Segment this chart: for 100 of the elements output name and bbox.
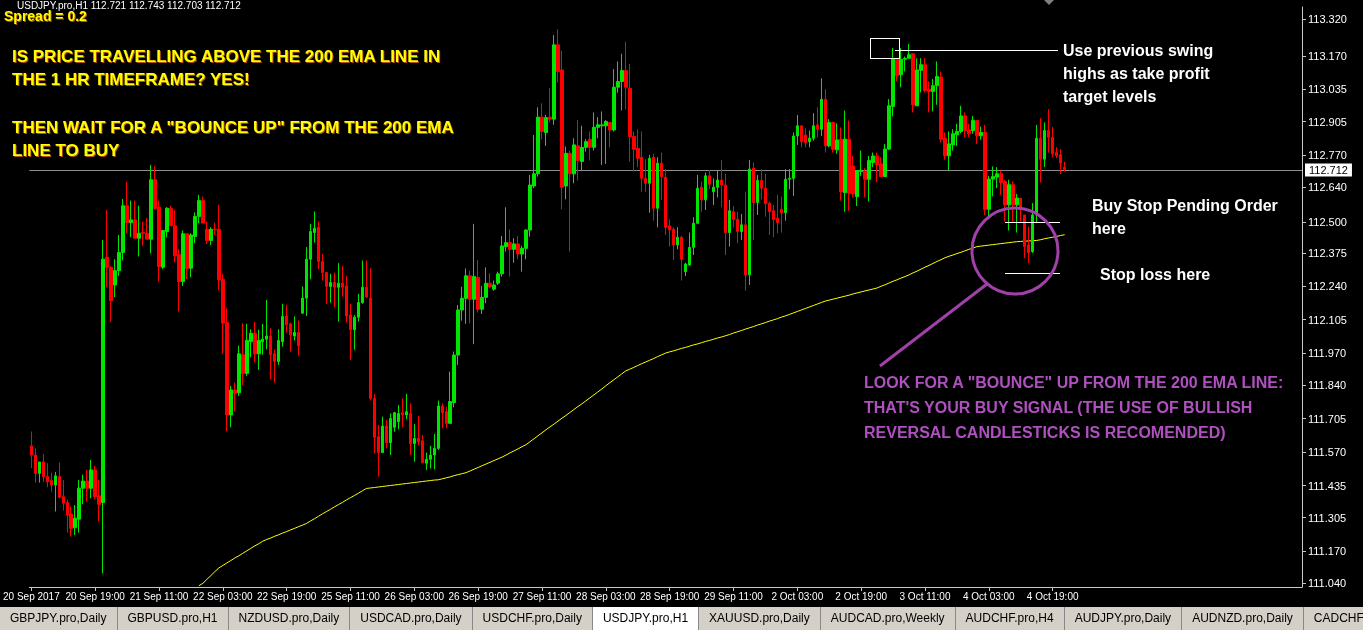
annotation: IS PRICE TRAVELLING ABOVE THE 200 EMA LINE IN THE 1 HR TIMEFRAME? YES!: [12, 46, 442, 91]
candlestick: [708, 169, 711, 190]
x-tick-label: 4 Oct 19:00: [1026, 590, 1079, 602]
candlestick: [704, 172, 707, 211]
y-tick-label: 111.040: [1308, 577, 1347, 590]
y-tick-label: 112.770: [1308, 149, 1347, 162]
candlestick: [552, 34, 556, 126]
candlestick: [1063, 161, 1066, 173]
y-tick-label: 112.500: [1308, 215, 1347, 228]
candlestick: [843, 109, 847, 213]
candlestick: [875, 152, 879, 183]
y-tick-label: 113.320: [1308, 12, 1347, 25]
candlestick: [401, 397, 404, 428]
x-tick-label: 28 Sep 19:00: [639, 590, 700, 602]
candlestick: [329, 273, 332, 304]
x-tick-label: 21 Sep 11:00: [129, 590, 189, 602]
candlestick: [185, 233, 189, 280]
y-tick-label: 111.570: [1308, 446, 1347, 459]
x-tick-label: 28 Sep 03:00: [576, 590, 637, 602]
y-tick-label: 113.035: [1308, 83, 1347, 96]
candlestick: [700, 181, 703, 213]
candlestick: [835, 122, 839, 155]
candlestick: [820, 77, 823, 137]
annotation: Use previous swing highs as take profit target levels: [1063, 41, 1215, 107]
candlestick: [472, 223, 476, 345]
candlestick: [947, 131, 951, 171]
y-tick-label: 112.375: [1308, 246, 1347, 259]
candlestick: [441, 402, 444, 429]
candlestick: [680, 235, 683, 282]
candlestick: [824, 88, 827, 154]
text: GBPUSD.pro,H1: [117, 607, 229, 630]
candlestick: [405, 393, 408, 420]
candlestick: [129, 200, 133, 238]
candlestick: [879, 156, 883, 178]
y-tick-label: 111.435: [1308, 479, 1347, 492]
candlestick: [827, 118, 831, 148]
candlestick: [512, 237, 516, 264]
candlestick: [333, 272, 336, 308]
candlestick: [592, 111, 596, 152]
candlestick: [568, 150, 572, 253]
text: AUDJPY.pro,Daily: [1064, 607, 1183, 630]
candlestick: [337, 262, 340, 323]
candlestick: [816, 106, 819, 138]
candlestick: [1019, 197, 1022, 223]
candlestick: [1015, 193, 1019, 234]
candlestick: [397, 404, 400, 430]
candlestick: [269, 327, 272, 380]
candlestick: [209, 226, 213, 246]
candlestick: [600, 110, 604, 166]
candlestick: [656, 156, 659, 228]
x-tick-label: 2 Oct 03:00: [771, 590, 824, 602]
candlestick: [676, 226, 679, 250]
candlestick: [42, 453, 45, 483]
text: NZDUSD.pro,Daily: [228, 607, 351, 630]
candlestick: [620, 53, 624, 111]
candlestick: [660, 152, 663, 201]
candlestick: [389, 412, 392, 456]
candlestick: [752, 161, 755, 241]
candlestick: [1023, 214, 1026, 259]
candlestick: [516, 235, 520, 260]
candlestick: [564, 146, 568, 200]
candlestick: [728, 199, 731, 248]
candlestick: [508, 228, 512, 278]
y-tick-label: 111.170: [1308, 545, 1347, 558]
text: AUDCHF.pro,H4: [955, 607, 1065, 630]
candlestick: [839, 126, 843, 202]
candlestick: [38, 461, 41, 484]
text: GBPJPY.pro,Daily: [0, 607, 118, 630]
candlestick: [381, 416, 384, 454]
candlestick: [1047, 108, 1050, 154]
text: AUDNZD.pro,Daily: [1182, 607, 1304, 630]
candlestick: [756, 174, 759, 216]
x-tick-label: 27 Sep 11:00: [512, 590, 572, 602]
candlestick: [245, 323, 249, 377]
text: USDJPY.pro,H1: [592, 607, 700, 630]
text: USDCAD.pro,Daily: [350, 607, 473, 630]
candlestick: [413, 423, 416, 463]
candlestick: [409, 402, 412, 456]
candlestick: [899, 47, 903, 88]
candlestick: [1043, 121, 1046, 168]
candlestick: [979, 126, 983, 141]
candlestick: [748, 159, 751, 286]
candlestick: [588, 131, 592, 161]
candlestick: [640, 131, 643, 193]
y-tick-label: 111.305: [1308, 511, 1347, 524]
candlestick: [1007, 179, 1011, 232]
candlestick: [233, 382, 237, 412]
candlestick: [85, 469, 89, 503]
x-tick-label: 26 Sep 19:00: [448, 590, 509, 602]
ref-line-label: 112.712: [1309, 163, 1348, 176]
candlestick: [540, 102, 544, 140]
candlestick: [971, 115, 975, 135]
text: USDCHF.pro,Daily: [472, 607, 593, 630]
candlestick: [867, 155, 871, 203]
text: Stop loss here: [1100, 265, 1212, 285]
candlestick: [548, 87, 552, 124]
candlestick: [1011, 181, 1015, 223]
candlestick: [780, 196, 783, 234]
y-tick-label: 112.105: [1308, 313, 1347, 326]
candlestick: [125, 181, 129, 234]
